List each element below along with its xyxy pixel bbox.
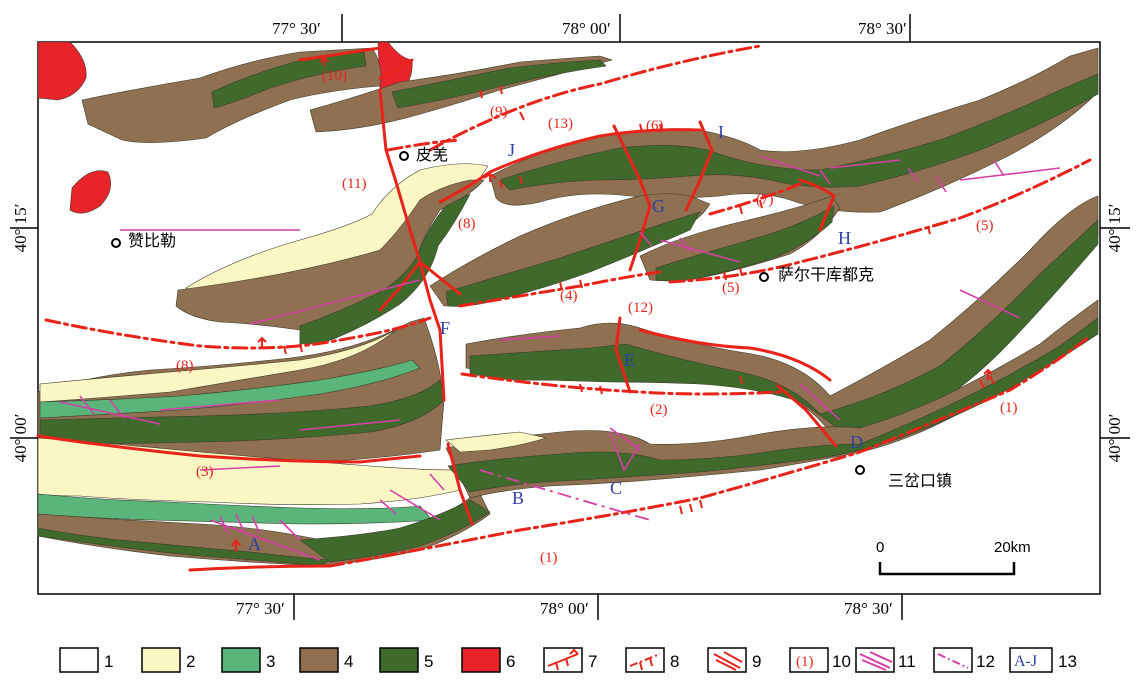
scale-end: 20km <box>994 539 1031 556</box>
legend-label: 10 <box>832 652 851 671</box>
right-tick-label: 40° 15′ <box>1105 204 1124 253</box>
legend-label: 1 <box>104 652 113 671</box>
segment-label-i: I <box>718 122 724 142</box>
legend-label: 11 <box>898 652 916 671</box>
legend-label: 6 <box>506 652 515 671</box>
coord-ticks <box>10 14 1130 620</box>
fault-label: (7) <box>756 192 774 208</box>
legend-swatch-5 <box>379 647 419 673</box>
scale-bar: 0 20km <box>876 539 1031 576</box>
fold-axes <box>59 155 1061 561</box>
legend-swatch-6 <box>461 647 501 673</box>
fault-label: (5) <box>722 280 740 296</box>
fault-label: (9) <box>490 104 508 120</box>
legend-label: 2 <box>186 652 195 671</box>
legend-swatch-3 <box>221 647 261 673</box>
place-saergankudouke: 萨尔干库都克 <box>778 265 874 284</box>
fault-label: (13) <box>548 116 573 132</box>
fault-label: (8) <box>176 358 194 374</box>
legend-label: 9 <box>752 652 761 671</box>
place-sanchakouzhen: 三岔口镇 <box>888 471 952 490</box>
legend-segment-sample: A-J <box>1014 653 1037 670</box>
place-piqiang: 皮羌 <box>416 145 448 164</box>
legend-label: 13 <box>1058 652 1077 671</box>
place-zanbile: 赞比勒 <box>128 231 176 250</box>
fault-label: (12) <box>628 300 653 316</box>
bottom-tick-label: 78° 30′ <box>844 599 893 618</box>
legend-label: 8 <box>670 652 679 671</box>
segment-label-a: A <box>248 534 261 554</box>
legend-label: 3 <box>266 652 275 671</box>
bottom-tick-label: 78° 00′ <box>540 599 589 618</box>
segment-label-d: D <box>850 432 863 452</box>
legend-swatch-13 <box>1009 647 1053 673</box>
fault-label: (11) <box>342 176 366 192</box>
right-tick-label: 40° 00′ <box>1105 414 1124 463</box>
fault-label: (1) <box>540 550 558 566</box>
segment-label-c: C <box>610 478 622 498</box>
legend-swatch-2 <box>141 647 181 673</box>
segment-label-g: G <box>652 196 665 216</box>
legend-fault-number-sample: (1) <box>796 654 814 670</box>
fault-label: (10) <box>322 68 347 84</box>
segment-label-b: B <box>512 488 524 508</box>
legend-swatch-10 <box>789 647 829 673</box>
fault-label: (5) <box>976 218 994 234</box>
faults <box>36 44 1092 572</box>
fault-label: (6) <box>646 118 664 134</box>
top-tick-label: 78° 30′ <box>858 19 907 38</box>
town-markers <box>111 151 865 475</box>
top-tick-label: 78° 00′ <box>562 19 611 38</box>
scale-start: 0 <box>876 539 884 556</box>
legend-label: 4 <box>344 652 353 671</box>
top-tick-label: 77° 30′ <box>272 19 321 38</box>
legend-swatch-1 <box>59 647 99 673</box>
bottom-tick-label: 77° 30′ <box>236 599 285 618</box>
fault-label: (1) <box>1000 400 1018 416</box>
segment-label-j: J <box>508 140 515 160</box>
legend-label: 5 <box>424 652 433 671</box>
fault-label: (4) <box>560 288 578 304</box>
fault-label: (2) <box>650 402 668 418</box>
legend-label: 7 <box>588 652 597 671</box>
segment-label-h: H <box>838 228 851 248</box>
legend-swatch-4 <box>299 647 339 673</box>
segment-label-f: F <box>440 318 450 338</box>
fault-label: (3) <box>196 464 214 480</box>
left-tick-label: 40° 15′ <box>11 204 30 253</box>
legend: 1 2 3 4 5 6 7 8 9 (1) 10 11 12 A-J 13 <box>59 647 1077 673</box>
fault-ticks <box>231 56 995 552</box>
geologic-units <box>37 41 1099 567</box>
fault-label: (8) <box>458 216 476 232</box>
left-tick-label: 40° 00′ <box>11 414 30 463</box>
segment-label-e: E <box>624 350 635 370</box>
legend-label: 12 <box>976 652 995 671</box>
